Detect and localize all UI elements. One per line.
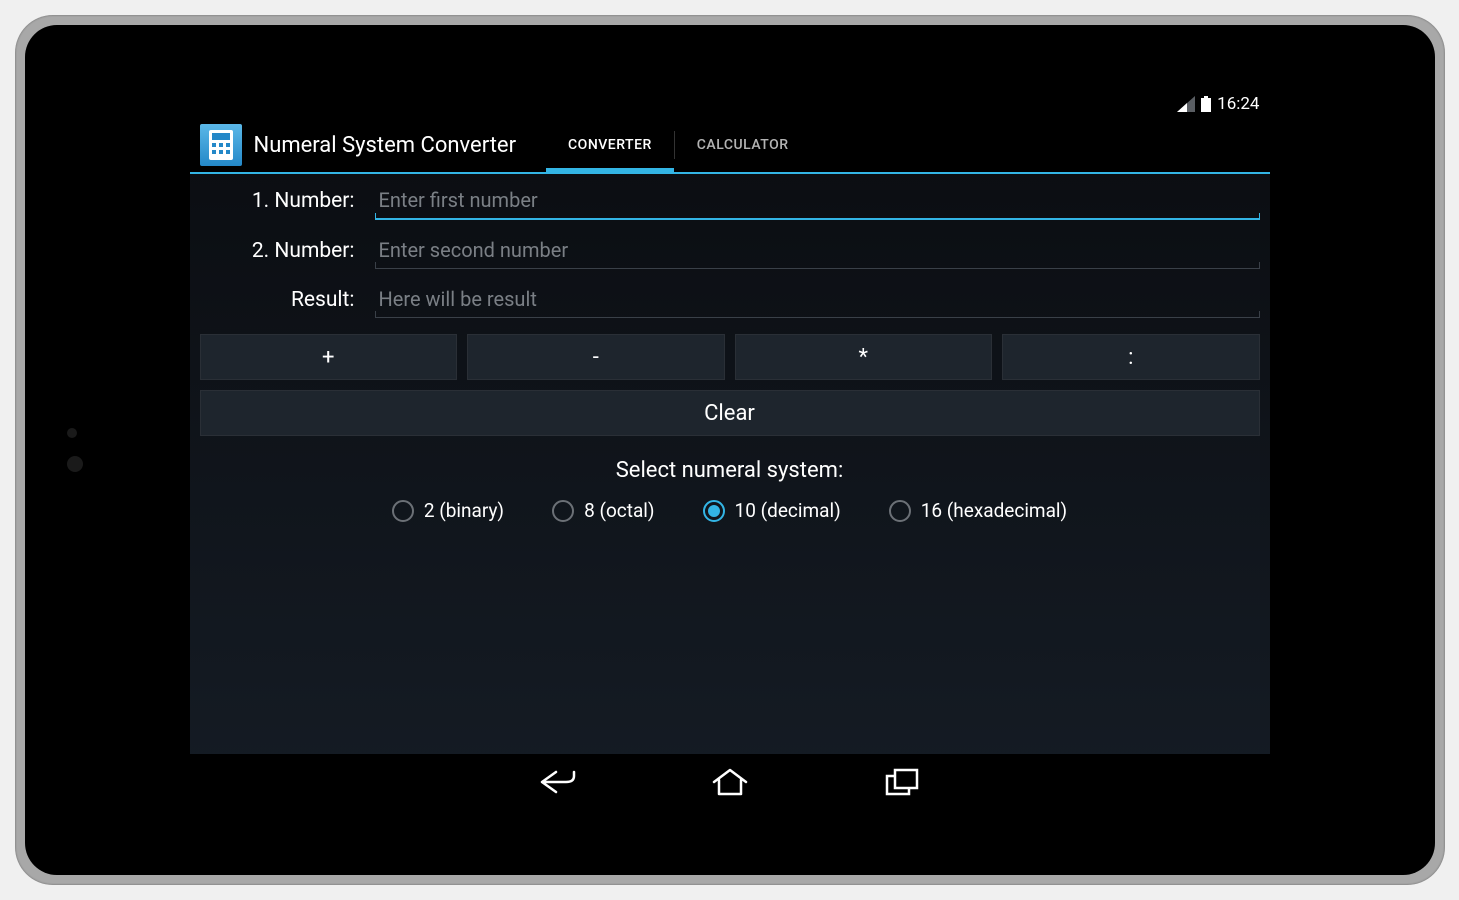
calculator-icon — [209, 130, 233, 160]
divide-button[interactable]: : — [1002, 334, 1260, 380]
radio-hex[interactable]: 16 (hexadecimal) — [889, 499, 1067, 522]
multiply-button[interactable]: * — [735, 334, 993, 380]
back-button[interactable] — [537, 761, 579, 803]
tablet-bezel: 16:24 Numeral System Converter — [25, 25, 1435, 875]
radio-binary-label: 2 (binary) — [424, 499, 504, 522]
content: 1. Number: 2. Number: — [190, 174, 1270, 754]
screen: 16:24 Numeral System Converter — [190, 90, 1270, 810]
label-first-number: 1. Number: — [200, 189, 375, 213]
app-icon — [200, 124, 242, 166]
tab-converter[interactable]: CONVERTER — [546, 118, 674, 172]
tabs: CONVERTER CALCULATOR — [546, 118, 811, 172]
tab-calculator[interactable]: CALCULATOR — [675, 118, 811, 172]
radio-circle-icon — [392, 500, 414, 522]
home-button[interactable] — [709, 761, 751, 803]
navigation-bar — [190, 754, 1270, 810]
result-output — [375, 281, 1260, 318]
status-time: 16:24 — [1217, 94, 1259, 114]
tablet-frame: 16:24 Numeral System Converter — [15, 15, 1445, 885]
radio-circle-icon — [889, 500, 911, 522]
radio-hex-label: 16 (hexadecimal) — [921, 499, 1067, 522]
add-button[interactable]: + — [200, 334, 458, 380]
radio-decimal[interactable]: 10 (decimal) — [703, 499, 841, 522]
radio-circle-checked-icon — [703, 500, 725, 522]
home-icon — [712, 768, 748, 796]
numeral-radio-group: 2 (binary) 8 (octal) 10 (decimal) — [200, 499, 1260, 522]
battery-icon — [1201, 96, 1211, 112]
recent-apps-icon — [885, 768, 919, 796]
back-icon — [538, 768, 578, 796]
row-result: Result: — [200, 281, 1260, 318]
radio-decimal-label: 10 (decimal) — [735, 499, 841, 522]
second-number-input[interactable] — [375, 232, 1260, 269]
signal-icon — [1177, 96, 1195, 112]
subtract-button[interactable]: - — [467, 334, 725, 380]
clear-button[interactable]: Clear — [200, 390, 1260, 436]
radio-circle-icon — [552, 500, 574, 522]
first-number-input[interactable] — [375, 182, 1260, 220]
radio-octal-label: 8 (octal) — [584, 499, 654, 522]
row-second-number: 2. Number: — [200, 232, 1260, 269]
radio-binary[interactable]: 2 (binary) — [392, 499, 504, 522]
app-title: Numeral System Converter — [254, 133, 517, 158]
row-first-number: 1. Number: — [200, 182, 1260, 220]
numeral-title: Select numeral system: — [200, 458, 1260, 483]
label-result: Result: — [200, 288, 375, 312]
radio-octal[interactable]: 8 (octal) — [552, 499, 654, 522]
tablet-sensors — [67, 428, 83, 472]
operations-row: + - * : — [200, 334, 1260, 380]
status-bar: 16:24 — [190, 90, 1270, 118]
label-second-number: 2. Number: — [200, 239, 375, 263]
recent-apps-button[interactable] — [881, 761, 923, 803]
action-bar: Numeral System Converter CONVERTER CALCU… — [190, 118, 1270, 174]
